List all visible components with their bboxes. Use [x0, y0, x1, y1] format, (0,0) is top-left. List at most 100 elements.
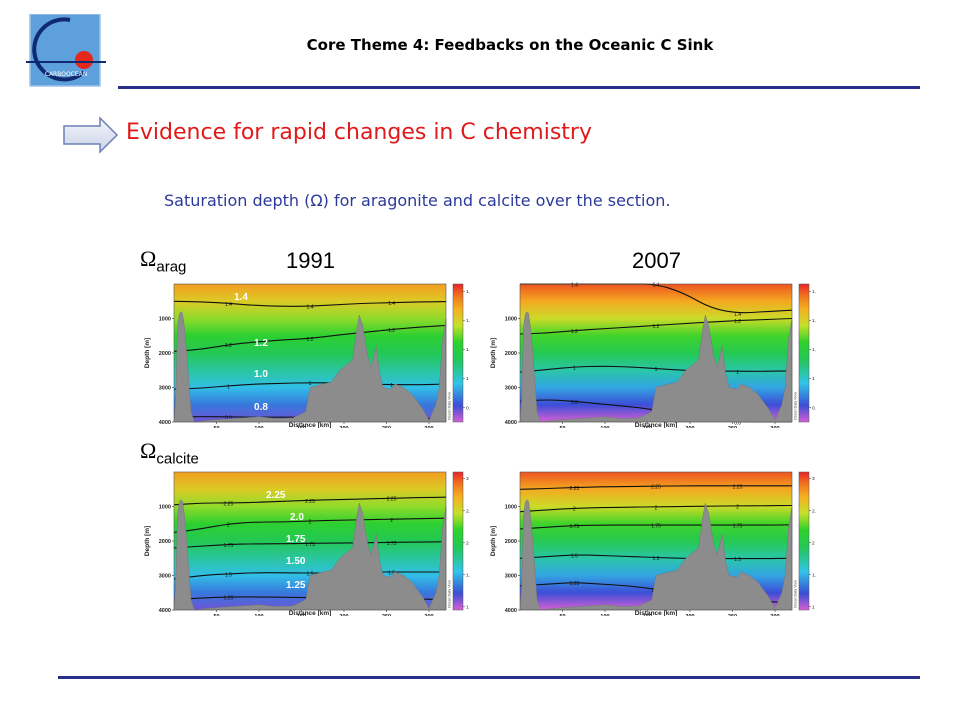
y-tick-label: 3000 — [159, 574, 171, 580]
x-tick-label: 300 — [770, 426, 779, 428]
contour-label: 1.4 — [734, 312, 741, 318]
y-tick-label: 3000 — [159, 386, 171, 392]
contour-label: 2.25 — [570, 486, 580, 492]
x-tick-label: 250 — [382, 426, 391, 428]
contour-line — [173, 541, 447, 549]
y-tick-label: 1000 — [505, 505, 517, 511]
y-axis-label: Depth [m] — [490, 338, 497, 368]
omega-calcite-label: Ωcalcite — [140, 438, 199, 467]
arag-2007-chart: 1.41.41.41.21.21.21110.80.80.85010015020… — [490, 283, 819, 433]
arag-1991-chart: 1.41.41.41.21.21.21110.80.80.85010015020… — [144, 283, 473, 432]
contour-label: 2.25 — [387, 497, 397, 503]
value-annotation: 2.25 — [266, 490, 286, 501]
contour-label: 1.75 — [224, 543, 234, 549]
y-axis-label: Depth [m] — [144, 338, 151, 368]
logo-text: CARBOOCEAN — [45, 71, 88, 78]
section-title: Evidence for rapid changes in C chemistr… — [126, 120, 592, 145]
contour-label: 1 — [736, 370, 739, 376]
contour-label: 2 — [227, 522, 230, 528]
colorbar-tick-label: 1 — [466, 376, 469, 382]
value-annotation: 1.0 — [254, 369, 268, 380]
contour-label: 2 — [736, 504, 739, 510]
x-tick-label: 300 — [770, 614, 779, 616]
y-tick-label: 4000 — [505, 608, 517, 614]
contour-label: 1.75 — [570, 524, 580, 530]
value-annotation: 1.4 — [234, 292, 248, 303]
colorbar-tick-label: 1.6 — [812, 289, 816, 295]
colorbar-tick-label: 1.5 — [812, 572, 816, 578]
odv-watermark: Ocean Data View — [448, 392, 452, 420]
contour-label: 0.8 — [225, 415, 232, 421]
contour-label: 2.25 — [305, 499, 315, 505]
colorbar — [798, 283, 810, 423]
year-label-2007: 2007 — [632, 248, 681, 273]
omega-symbol: Ω — [140, 246, 157, 271]
contour-label: 2 — [309, 519, 312, 525]
y-axis-label: Depth [m] — [490, 526, 497, 556]
contour-label: 2 — [573, 507, 576, 513]
contour-label: 1.5 — [571, 553, 578, 559]
odv-watermark: Ocean Data View — [448, 580, 452, 608]
colorbar-tick-label: 3 — [812, 476, 815, 482]
contour-label: 1 — [573, 365, 576, 371]
contour-label: 1.75 — [651, 524, 661, 530]
contour-label: 1.4 — [571, 283, 578, 289]
y-tick-label: 2000 — [159, 351, 171, 357]
x-tick-label: 300 — [424, 426, 433, 428]
bathymetry — [173, 311, 447, 423]
x-tick-label: 50 — [559, 614, 565, 616]
value-annotation: 0.8 — [254, 402, 268, 413]
contour-label: 1.25 — [224, 595, 234, 601]
colorbar-tick-label: 1.5 — [466, 572, 470, 578]
colorbar-tick-label: 1.2 — [812, 347, 816, 353]
value-annotation: 2.0 — [290, 512, 304, 523]
contour-label: 2.25 — [224, 502, 234, 508]
logo-graphic: CARBOOCEAN — [12, 13, 116, 87]
colorbar-tick-label: 1.6 — [466, 289, 470, 295]
x-axis-label: Distance [km] — [635, 610, 678, 616]
bathymetry — [173, 499, 447, 611]
colorbar-tick-label: 1.4 — [812, 318, 816, 324]
x-axis-label: Distance [km] — [635, 422, 678, 428]
x-axis-label: Distance [km] — [289, 422, 332, 428]
contour-label: 1.2 — [734, 319, 741, 325]
contour-label: 1.25 — [570, 581, 580, 587]
colorbar-tick-label: 2 — [466, 540, 469, 546]
contour-label: 1.2 — [571, 329, 578, 335]
omega-symbol: Ω — [140, 438, 157, 463]
colorbar — [452, 471, 464, 611]
y-tick-label: 2000 — [505, 351, 517, 357]
colorbar — [452, 283, 464, 423]
x-tick-label: 50 — [213, 426, 219, 428]
contour-label: 0.8 — [571, 400, 578, 406]
contour-label: 1.2 — [388, 328, 395, 334]
contour-label: 1.4 — [225, 302, 232, 308]
contour-line — [173, 571, 446, 580]
y-tick-label: 3000 — [505, 574, 517, 580]
contour-line — [519, 504, 793, 513]
contour-label: 2 — [390, 518, 393, 524]
contour-label: 1.2 — [653, 324, 660, 330]
header-title: Core Theme 4: Feedbacks on the Oceanic C… — [306, 36, 714, 54]
contour-label: 2.25 — [733, 484, 743, 490]
x-tick-label: 100 — [254, 426, 263, 428]
colorbar-tick-label: 1 — [466, 605, 469, 611]
y-tick-label: 4000 — [505, 420, 517, 426]
arag-1991-panel: 1.41.41.41.21.21.21110.80.80.85010015020… — [140, 276, 473, 432]
contour-label: 1.75 — [733, 524, 743, 530]
colorbar-tick-label: 2 — [812, 540, 815, 546]
y-tick-label: 4000 — [159, 608, 171, 614]
y-tick-label: 2000 — [505, 539, 517, 545]
calcite-2007-chart: 2.25 2.25 2.25 2 2 2 1.75 1.75 1.75 1.5 1.5 1.5 1.25… — [490, 471, 819, 620]
x-tick-label: 50 — [559, 426, 565, 428]
contour-label: 2 — [655, 505, 658, 511]
contour-label: 1.5 — [653, 556, 660, 562]
contour-line — [173, 300, 447, 307]
y-axis-label: Depth [m] — [144, 526, 151, 556]
colorbar-tick-label: 0.8 — [466, 405, 470, 411]
colorbar — [798, 471, 810, 611]
y-tick-label: 4000 — [159, 420, 171, 426]
colorbar-tick-label: 2.5 — [466, 508, 470, 514]
x-tick-label: 50 — [213, 614, 219, 616]
value-annotation: 1.50 — [286, 556, 306, 567]
